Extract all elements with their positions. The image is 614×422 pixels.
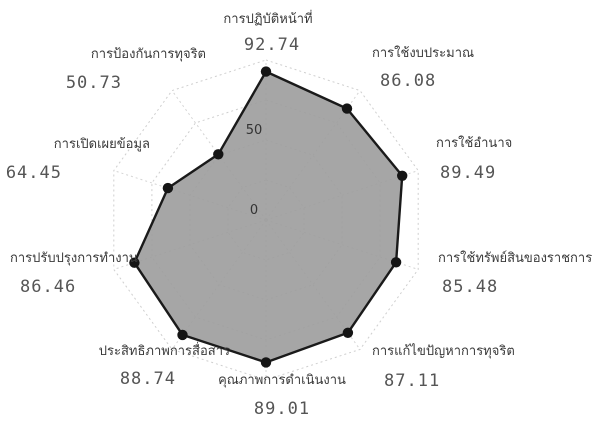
axis-label-5: การแก้ไขปัญหาการทุจริต — [372, 343, 515, 359]
data-label-9: 64.45 — [6, 163, 62, 183]
data-point-7 — [177, 329, 188, 341]
data-label-1: 92.74 — [244, 35, 300, 55]
radial-tick-label-0: 0 — [250, 203, 258, 218]
axis-label-10: การป้องกันการทุจริต — [91, 47, 206, 62]
data-point-4 — [390, 257, 402, 268]
axis-label-2: การใช้งบประมาณ — [372, 45, 474, 61]
data-label-7: 88.74 — [120, 369, 176, 389]
data-point-6 — [260, 357, 272, 368]
axis-label-3: การใช้อำนาจ — [436, 135, 512, 151]
axis-label-4: การใช้ทรัพย์สินของราชการ — [438, 250, 592, 266]
data-label-2: 86.08 — [380, 71, 436, 91]
axis-label-6: คุณภาพการดำเนินงาน — [218, 373, 346, 388]
data-label-4: 85.48 — [442, 277, 498, 297]
data-point-5 — [342, 327, 354, 338]
radial-tick-label-50: 50 — [246, 123, 263, 138]
axis-label-9: การเปิดเผยข้อมูล — [54, 137, 150, 152]
data-point-1 — [260, 66, 272, 77]
data-label-6: 89.01 — [254, 399, 310, 419]
axis-label-1: การปฏิบัติหน้าที่ — [223, 10, 312, 27]
data-point-10 — [213, 149, 224, 160]
series-area — [133, 70, 404, 364]
data-label-3: 89.49 — [440, 163, 496, 183]
axis-label-7: ประสิทธิภาพการสื่อสาร — [99, 342, 230, 359]
data-point-9 — [162, 182, 174, 194]
axis-label-8: การปรับปรุงการทำงาน — [10, 251, 138, 266]
data-label-10: 50.73 — [66, 73, 122, 93]
data-point-8 — [129, 257, 140, 268]
data-point-3 — [397, 170, 408, 181]
data-point-2 — [341, 103, 353, 114]
data-label-8: 86.46 — [20, 277, 76, 297]
data-label-5: 87.11 — [384, 371, 440, 391]
